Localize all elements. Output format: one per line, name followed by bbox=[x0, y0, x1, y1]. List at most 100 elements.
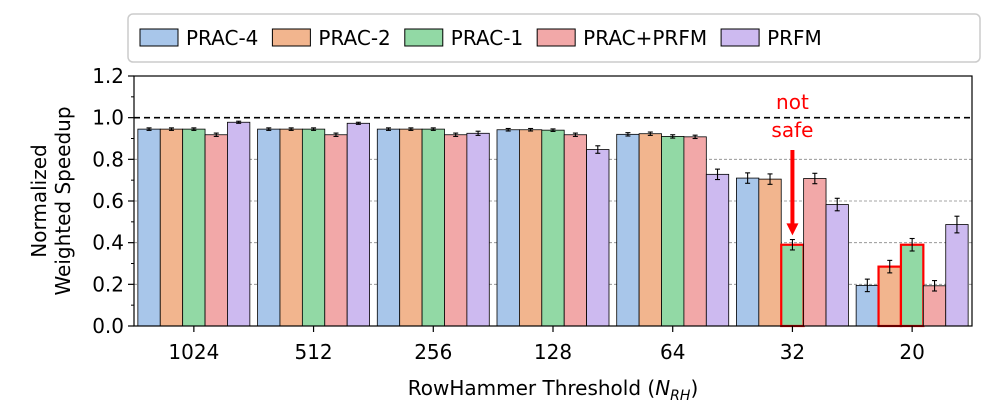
legend-label: PRAC-4 bbox=[186, 26, 258, 50]
bar-prac-4-512 bbox=[257, 128, 281, 327]
y-tick-label: 1.0 bbox=[92, 106, 124, 130]
y-tick-label: 0.2 bbox=[92, 272, 124, 296]
bar-prac-4-256 bbox=[376, 128, 401, 327]
errorbar-prac-prfm-512 bbox=[333, 132, 339, 137]
y-tick-label: 0.4 bbox=[92, 231, 124, 255]
errorbar-prac-2-512 bbox=[288, 127, 294, 131]
bar-prfm-512 bbox=[346, 122, 370, 327]
error-bars bbox=[146, 120, 960, 293]
legend-swatch bbox=[404, 28, 444, 47]
errorbar-prfm-256 bbox=[475, 130, 481, 136]
bar-prac-prfm-1024 bbox=[204, 134, 228, 327]
bar-prfm-256 bbox=[466, 132, 490, 327]
y-tick-label: 1.2 bbox=[92, 64, 124, 88]
errorbar-prac-2-20 bbox=[887, 259, 893, 274]
y-axis: 0.0 0.2 0.4 0.6 0.8 1.0 1.2 bbox=[92, 64, 134, 338]
bar-prac-prfm-32 bbox=[803, 178, 827, 327]
bar-prac-2-32 bbox=[758, 178, 782, 327]
errorbar-prac-4-32 bbox=[745, 172, 751, 184]
errorbar-prac-1-128 bbox=[550, 128, 556, 132]
bar-prac-4-32 bbox=[736, 177, 760, 327]
errorbar-prac-prfm-128 bbox=[572, 132, 578, 137]
errorbar-prac-4-1024 bbox=[146, 127, 152, 131]
bar-prac-1-1024 bbox=[182, 128, 206, 327]
legend-item-prac-prfm: PRAC+PRFM bbox=[536, 26, 707, 50]
legend-swatch bbox=[536, 28, 576, 47]
bar-prac-1-64 bbox=[661, 136, 685, 327]
legend-item-prac-1: PRAC-1 bbox=[404, 26, 523, 50]
legend-swatch bbox=[139, 28, 179, 47]
bar-prac-4-128 bbox=[496, 129, 520, 327]
legend-swatch bbox=[271, 28, 311, 47]
y-tick-label: 0.0 bbox=[92, 314, 124, 338]
errorbar-prac-1-1024 bbox=[191, 127, 197, 131]
errorbar-prfm-1024 bbox=[236, 120, 242, 124]
x-tick-label-128: 128 bbox=[534, 340, 572, 364]
x-tick-label-512: 512 bbox=[294, 340, 332, 364]
bar-prfm-64 bbox=[705, 173, 730, 327]
legend-swatch bbox=[720, 28, 760, 47]
errorbar-prac-1-512 bbox=[311, 127, 317, 131]
legend-label: PRFM bbox=[767, 26, 822, 50]
errorbar-prac-2-256 bbox=[408, 127, 414, 131]
y-tick-label: 0.6 bbox=[92, 189, 124, 213]
bar-prac-1-256 bbox=[421, 128, 445, 327]
legend-item-prfm: PRFM bbox=[720, 26, 822, 50]
bar-prac-2-128 bbox=[519, 129, 543, 327]
x-tick-label-20: 20 bbox=[899, 340, 924, 364]
annotation-line1: not bbox=[776, 90, 809, 114]
errorbar-prac-prfm-1024 bbox=[213, 132, 219, 137]
bar-prac-2-1024 bbox=[159, 128, 184, 327]
bar-prac-2-20 bbox=[877, 265, 903, 328]
errorbar-prac-2-1024 bbox=[168, 127, 174, 131]
errorbar-prac-4-128 bbox=[505, 127, 511, 132]
errorbar-prac-prfm-20 bbox=[932, 280, 938, 292]
errorbar-prac-4-256 bbox=[385, 127, 391, 131]
errorbar-prac-2-128 bbox=[528, 127, 534, 132]
errorbar-prac-1-32 bbox=[789, 238, 795, 251]
errorbar-prac-1-20 bbox=[909, 237, 915, 252]
bar-prfm-128 bbox=[586, 149, 610, 327]
bar-prac-1-512 bbox=[301, 128, 326, 327]
legend: PRAC-4 PRAC-2 PRAC-1 PRAC+PRFM PRFM bbox=[127, 13, 981, 63]
bar-prac-4-64 bbox=[616, 133, 640, 327]
bar-prac-prfm-20 bbox=[922, 285, 947, 327]
errorbar-prac-1-64 bbox=[670, 134, 676, 139]
bar-prac-1-128 bbox=[541, 129, 565, 327]
bar-prac-1-20 bbox=[899, 243, 925, 328]
errorbar-prac-2-32 bbox=[767, 173, 773, 185]
bar-prfm-20 bbox=[945, 224, 969, 327]
annotation-line2: safe bbox=[771, 118, 813, 142]
bar-prac-prfm-512 bbox=[324, 134, 348, 327]
x-tick-label-256: 256 bbox=[414, 340, 452, 364]
errorbar-prac-1-256 bbox=[430, 127, 436, 131]
errorbar-prac-4-512 bbox=[266, 127, 272, 131]
bar-prfm-1024 bbox=[227, 121, 251, 327]
legend-label: PRAC+PRFM bbox=[583, 26, 707, 50]
errorbar-prfm-20 bbox=[954, 215, 960, 234]
bars bbox=[137, 121, 969, 328]
not-safe-annotation: not safe bbox=[771, 90, 813, 236]
x-tick-label-64: 64 bbox=[660, 340, 685, 364]
errorbar-prac-prfm-64 bbox=[692, 134, 698, 140]
x-axis-label: RowHammer Threshold (NRH) bbox=[408, 376, 699, 404]
legend-item-prac-2: PRAC-2 bbox=[271, 26, 391, 50]
bar-prac-1-32 bbox=[780, 243, 805, 328]
legend-item-prac-4: PRAC-4 bbox=[139, 26, 258, 50]
y-axis-label-line2: Weighted Speedup bbox=[51, 106, 75, 295]
x-tick-label-1024: 1024 bbox=[168, 340, 219, 364]
bar-prac-prfm-256 bbox=[444, 134, 468, 327]
bar-prac-4-1024 bbox=[137, 128, 161, 327]
errorbar-prac-prfm-32 bbox=[812, 172, 818, 185]
annotation-arrow-head bbox=[786, 223, 799, 236]
bar-prac-prfm-64 bbox=[683, 136, 707, 327]
errorbar-prac-2-64 bbox=[647, 131, 653, 136]
bar-prfm-32 bbox=[825, 204, 849, 327]
bar-prac-2-512 bbox=[279, 128, 303, 327]
x-axis: 1024 512 256 128 64 32 20 bbox=[168, 326, 925, 364]
errorbar-prac-4-20 bbox=[864, 278, 870, 293]
bar-prac-prfm-128 bbox=[563, 134, 588, 327]
errorbar-prfm-32 bbox=[834, 197, 840, 212]
legend-label: PRAC-2 bbox=[318, 26, 390, 50]
